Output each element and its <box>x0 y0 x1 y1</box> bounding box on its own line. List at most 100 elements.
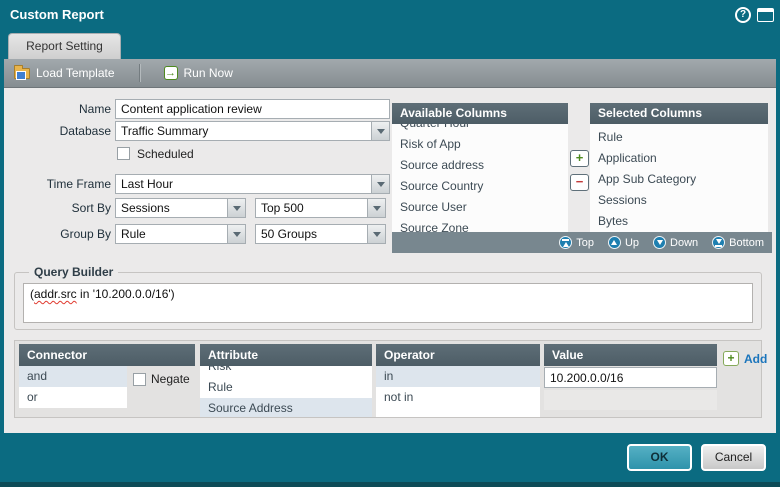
list-item[interactable]: Source Country <box>400 179 484 193</box>
toolbar: Load Template → Run Now <box>4 59 776 88</box>
database-value: Traffic Summary <box>121 124 209 138</box>
list-item[interactable]: Source User <box>400 200 467 214</box>
footer-bar: OK Cancel <box>0 433 780 482</box>
move-up-button[interactable]: Up <box>607 236 639 249</box>
query-builder-section: Query Builder (addr.src in '10.200.0.0/1… <box>14 265 762 330</box>
dialog-bottom-edge <box>0 482 780 487</box>
selected-columns-header: Selected Columns <box>590 103 768 124</box>
value-input[interactable] <box>544 367 717 388</box>
list-item[interactable]: Bytes <box>598 214 629 228</box>
tab-strip: Report Setting <box>0 30 780 59</box>
query-attribute-text: addr.src <box>34 287 77 301</box>
selected-columns-panel: Selected Columns Rule Application App Su… <box>590 103 768 232</box>
operator-option-in[interactable]: in <box>376 366 540 387</box>
column-move-bar: Top Up Down Bottom <box>392 232 772 253</box>
load-template-label: Load Template <box>36 66 115 80</box>
tab-report-setting[interactable]: Report Setting <box>8 33 121 59</box>
list-item[interactable]: Quarter Hour <box>392 124 568 134</box>
move-top-button[interactable]: Top <box>559 236 594 249</box>
available-columns-panel: Available Columns Quarter Hour Risk of A… <box>392 103 568 232</box>
add-rule-button[interactable]: + Add <box>723 351 767 366</box>
group-by-label: Group By <box>60 227 111 241</box>
attribute-option-rule[interactable]: Rule <box>200 377 372 398</box>
name-input[interactable] <box>115 99 390 119</box>
connector-option-and[interactable]: and <box>19 366 127 387</box>
chevron-down-icon[interactable] <box>367 199 385 217</box>
group-by-limit-value: 50 Groups <box>261 227 318 241</box>
chevron-down-icon[interactable] <box>227 199 245 217</box>
group-by-value: Rule <box>121 227 146 241</box>
database-select[interactable]: Traffic Summary <box>115 121 390 141</box>
sort-by-select[interactable]: Sessions <box>115 198 246 218</box>
group-by-select[interactable]: Rule <box>115 224 246 244</box>
add-plus-icon: + <box>723 351 739 366</box>
available-columns-list[interactable]: Quarter Hour Risk of App Source address … <box>392 124 568 232</box>
connector-header: Connector <box>19 344 195 366</box>
chevron-down-icon[interactable] <box>227 225 245 243</box>
help-icon[interactable]: ? <box>735 7 751 23</box>
scheduled-label: Scheduled <box>137 147 194 161</box>
name-label: Name <box>78 102 111 116</box>
attribute-column: Attribute Risk Rule Source Address <box>200 344 372 417</box>
query-builder-title: Query Builder <box>29 265 119 279</box>
sort-by-limit-select[interactable]: Top 500 <box>255 198 386 218</box>
value-empty-row <box>544 390 717 410</box>
list-item[interactable]: App Sub Category <box>598 172 697 186</box>
title-bar: Custom Report ? <box>0 0 780 30</box>
database-label: Database <box>59 124 111 138</box>
sort-by-value: Sessions <box>121 201 170 215</box>
operator-option-not-in[interactable]: not in <box>376 387 540 408</box>
group-by-limit-select[interactable]: 50 Groups <box>255 224 386 244</box>
negate-checkbox[interactable] <box>133 372 146 386</box>
list-item[interactable]: Application <box>598 151 657 165</box>
attribute-header: Attribute <box>200 344 372 366</box>
move-bottom-icon <box>712 236 726 249</box>
sort-by-limit-value: Top 500 <box>261 201 304 215</box>
folder-icon <box>14 64 30 80</box>
list-item[interactable]: Rule <box>598 130 623 144</box>
operator-header: Operator <box>376 344 540 366</box>
chevron-down-icon[interactable] <box>371 175 389 193</box>
cancel-button[interactable]: Cancel <box>701 444 766 471</box>
move-down-icon <box>653 236 667 249</box>
connector-option-or[interactable]: or <box>19 387 127 408</box>
operator-column: Operator in not in <box>376 344 540 417</box>
run-now-label: Run Now <box>183 66 233 80</box>
list-item[interactable]: Source address <box>400 158 485 172</box>
report-setting-panel: Name Database Traffic Summary Scheduled … <box>4 88 776 433</box>
value-header: Value <box>544 344 717 366</box>
time-frame-value: Last Hour <box>121 177 174 191</box>
sort-by-label: Sort By <box>71 201 111 215</box>
ok-button[interactable]: OK <box>627 444 692 471</box>
negate-label: Negate <box>151 372 190 386</box>
list-item[interactable]: Sessions <box>598 193 647 207</box>
scheduled-checkbox[interactable] <box>117 147 130 160</box>
load-template-button[interactable]: Load Template <box>4 59 125 87</box>
connector-column: Connector and or Negate <box>19 344 195 417</box>
toolbar-separator <box>138 64 140 82</box>
attribute-option-risk[interactable]: Risk <box>200 366 372 377</box>
query-text-area[interactable]: (addr.src in '10.200.0.0/16') <box>23 283 753 323</box>
chevron-down-icon[interactable] <box>367 225 385 243</box>
move-top-icon <box>559 236 573 249</box>
dialog-title: Custom Report <box>10 7 104 22</box>
add-label: Add <box>744 351 768 366</box>
available-columns-header: Available Columns <box>392 103 568 124</box>
chevron-down-icon[interactable] <box>371 122 389 140</box>
window-icon[interactable] <box>757 8 774 22</box>
move-down-button[interactable]: Down <box>653 236 698 249</box>
attribute-option-source-address[interactable]: Source Address <box>200 398 372 417</box>
time-frame-select[interactable]: Last Hour <box>115 174 390 194</box>
list-item[interactable]: Risk of App <box>400 137 461 151</box>
move-bottom-button[interactable]: Bottom <box>712 236 764 249</box>
list-item[interactable]: Source Zone <box>400 221 469 232</box>
query-builder-table: Connector and or Negate Attribute Risk R… <box>14 340 767 418</box>
value-column: Value <box>544 344 717 417</box>
add-column-button[interactable]: + <box>570 150 589 167</box>
time-frame-label: Time Frame <box>46 177 111 191</box>
run-now-button[interactable]: → Run Now <box>154 59 243 87</box>
remove-column-button[interactable]: − <box>570 174 589 191</box>
run-now-arrow-icon: → <box>163 66 178 80</box>
selected-columns-list[interactable]: Rule Application App Sub Category Sessio… <box>590 124 768 232</box>
